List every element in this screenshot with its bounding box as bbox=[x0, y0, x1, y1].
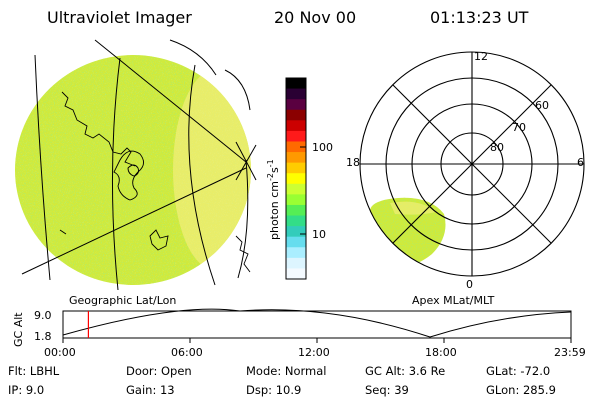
geographic-caption: Geographic Lat/Lon bbox=[69, 294, 177, 307]
date-label: 20 Nov 00 bbox=[274, 8, 357, 27]
colorbar-frame bbox=[285, 77, 307, 280]
instrument-title: Ultraviolet Imager bbox=[47, 8, 192, 27]
colorbar-band bbox=[286, 183, 306, 195]
seq-field: Seq: 39 bbox=[365, 383, 409, 397]
altitude-frame bbox=[62, 310, 572, 339]
lat-80-label: 80 bbox=[490, 141, 504, 154]
xtick-2359: 23:59 bbox=[554, 346, 586, 359]
glat-field: GLat: -72.0 bbox=[486, 364, 551, 378]
gc-alt-field: GC Alt: 3.6 Re bbox=[365, 364, 446, 378]
lat-60-label: 60 bbox=[535, 99, 549, 112]
polar-plot: 12 18 6 0 60 70 80 bbox=[346, 50, 585, 291]
xtick-1800: 18:00 bbox=[425, 346, 457, 359]
mlt-0-label: 0 bbox=[466, 278, 473, 291]
colorbar-band bbox=[286, 109, 306, 121]
colorbar-band bbox=[286, 141, 306, 153]
lat-70-label: 70 bbox=[512, 121, 526, 134]
polar-diag-2 bbox=[392, 84, 552, 244]
coastline-overlay bbox=[59, 91, 251, 273]
time-label: 01:13:23 UT bbox=[430, 8, 529, 27]
colorbar-band bbox=[286, 226, 306, 238]
mlt-12-label: 12 bbox=[474, 50, 488, 63]
colorbar-band bbox=[286, 88, 306, 100]
xtick-0000: 00:00 bbox=[44, 346, 76, 359]
mode-field: Mode: Normal bbox=[246, 364, 327, 378]
colorbar: 100 10 photon cm-2s-1 bbox=[266, 77, 333, 280]
altitude-curve bbox=[62, 308, 572, 338]
colorbar-band bbox=[286, 162, 306, 174]
colorbar-unit-label: photon cm-2s-1 bbox=[266, 159, 281, 240]
apex-caption: Apex MLat/MLT bbox=[412, 294, 495, 307]
flt-field: Flt: LBHL bbox=[8, 364, 60, 378]
colorbar-band bbox=[286, 268, 306, 280]
colorbar-tick-100: 100 bbox=[312, 141, 333, 154]
colorbar-band bbox=[286, 204, 306, 217]
colorbar-tick-10: 10 bbox=[312, 228, 326, 241]
xtick-0600: 06:00 bbox=[171, 346, 203, 359]
mlt-18-label: 18 bbox=[346, 156, 360, 169]
colorbar-band bbox=[286, 130, 306, 143]
altitude-plot: GC Alt 9.0 1.8 bbox=[12, 308, 572, 347]
colorbar-band bbox=[286, 78, 306, 90]
glon-field: GLon: 285.9 bbox=[486, 383, 556, 397]
altitude-ymax: 9.0 bbox=[34, 309, 52, 322]
colorbar-band bbox=[286, 247, 306, 259]
colorbar-band bbox=[286, 257, 306, 270]
xtick-1200: 12:00 bbox=[298, 346, 330, 359]
altitude-ylabel: GC Alt bbox=[12, 312, 25, 347]
geographic-image bbox=[15, 39, 257, 291]
ip-field: IP: 9.0 bbox=[8, 383, 45, 397]
colorbar-band bbox=[286, 152, 306, 164]
altitude-ymin: 1.8 bbox=[34, 330, 52, 343]
lat-lon-grid bbox=[21, 39, 257, 291]
mlt-6-label: 6 bbox=[577, 156, 584, 169]
colorbar-band bbox=[286, 99, 306, 111]
colorbar-band bbox=[286, 236, 306, 248]
colorbar-band bbox=[286, 173, 306, 185]
colorbar-band bbox=[286, 194, 306, 206]
dsp-field: Dsp: 10.9 bbox=[246, 383, 302, 397]
colorbar-band bbox=[286, 215, 306, 227]
gain-field: Gain: 13 bbox=[126, 383, 175, 397]
colorbar-band bbox=[286, 120, 306, 132]
door-field: Door: Open bbox=[126, 364, 192, 378]
